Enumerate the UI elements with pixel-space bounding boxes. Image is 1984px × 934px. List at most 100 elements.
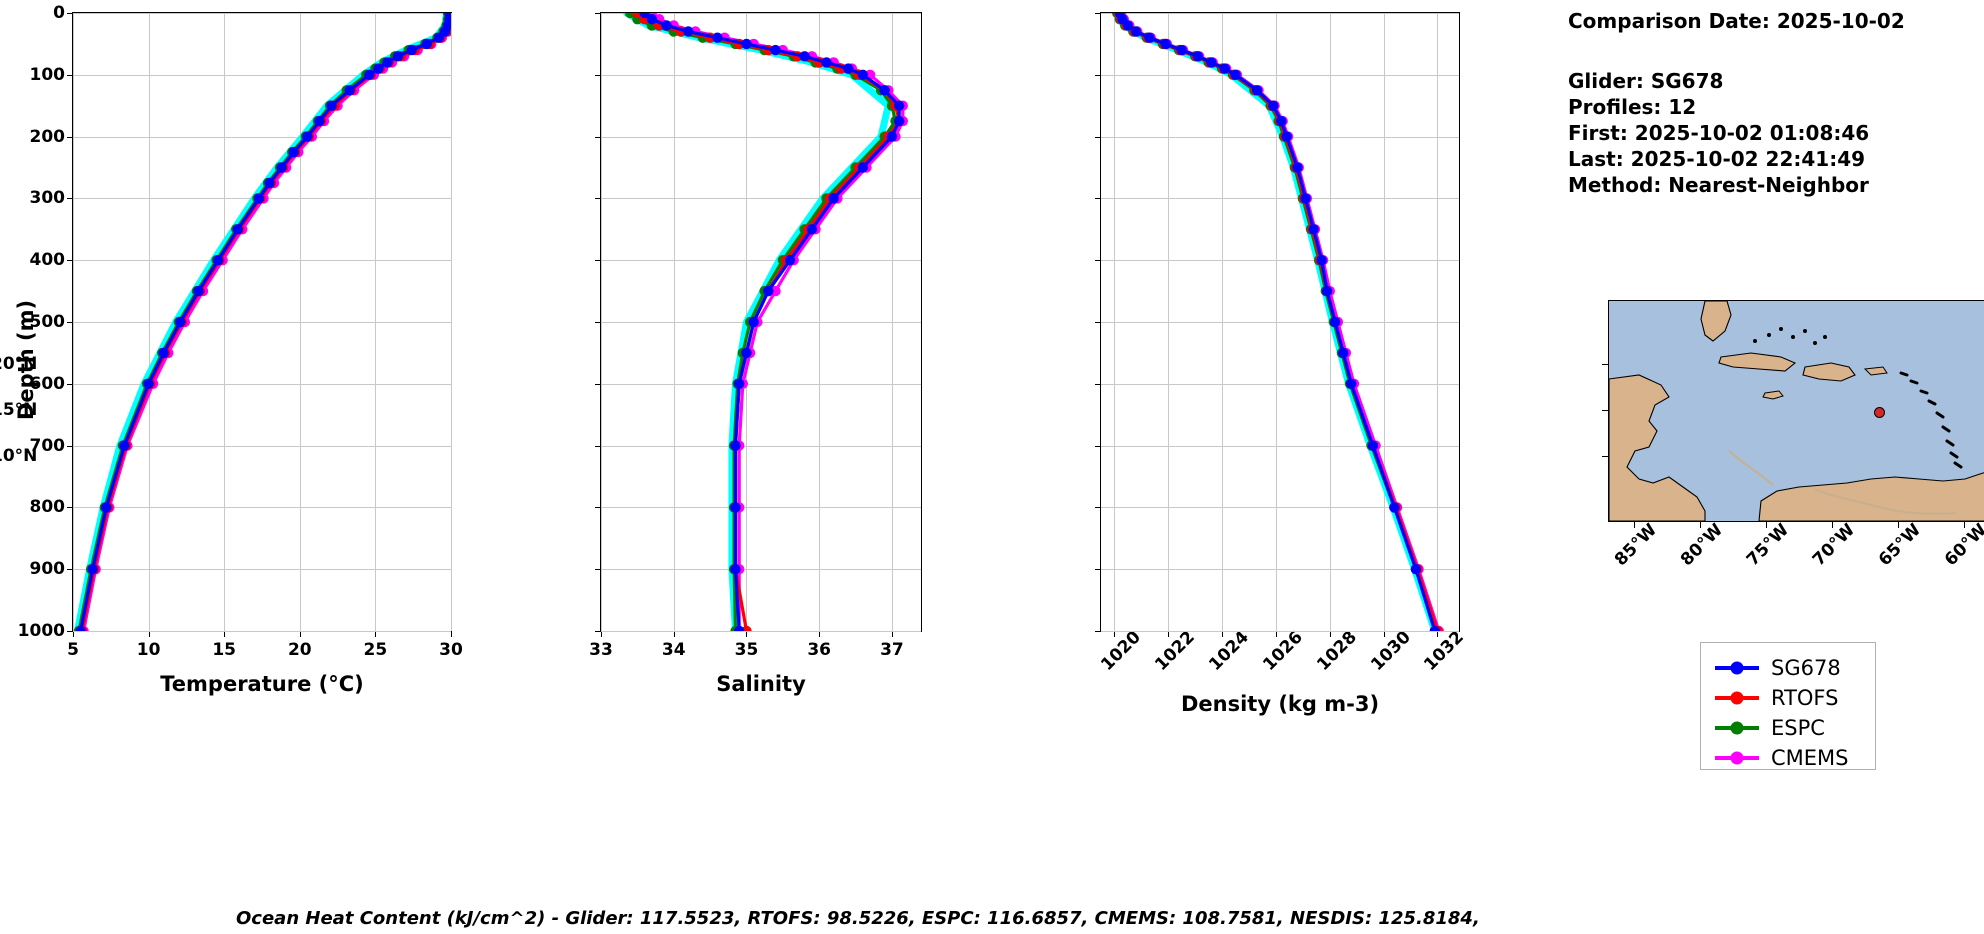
data-point — [1276, 115, 1287, 127]
map-svg — [1609, 301, 1984, 521]
data-point — [1251, 85, 1263, 96]
map-x-label: 65°W — [1874, 519, 1926, 571]
data-point — [1389, 502, 1400, 513]
x-tick — [1383, 631, 1385, 637]
data-point — [253, 193, 265, 204]
glider-location-marker — [1874, 407, 1885, 418]
y-tick — [67, 445, 73, 447]
gridline-horizontal — [601, 136, 921, 138]
x-tick — [673, 631, 675, 637]
legend-label-cmems: CMEMS — [1771, 746, 1849, 770]
legend-marker-rtofs — [1715, 691, 1759, 705]
map-y-tickmark — [1602, 456, 1608, 457]
map-y-tickmark — [1602, 410, 1608, 411]
data-point — [406, 44, 417, 56]
data-point — [1122, 20, 1134, 31]
data-point — [421, 38, 432, 50]
x-tick — [375, 631, 377, 637]
gridline-horizontal — [1101, 569, 1459, 571]
gridline-horizontal — [601, 445, 921, 447]
series-line-espc — [77, 13, 450, 631]
panel-temperature: Depth (m) 5 10 15 20 25 30 0 100 200 300 400 500 600… — [0, 0, 463, 900]
gridline-horizontal — [1101, 74, 1459, 76]
data-point — [770, 285, 781, 297]
legend-label-rtofs: RTOFS — [1771, 686, 1839, 710]
series-line-espc — [628, 13, 898, 631]
legend-item-cmems: CMEMS — [1715, 743, 1857, 773]
gridline-horizontal — [1101, 507, 1459, 509]
y-tick — [1095, 74, 1101, 76]
x-tick-label: 1026 — [1259, 627, 1307, 675]
series-line-rtofs — [80, 13, 451, 631]
x-tick-label: 37 — [880, 640, 904, 660]
x-tick — [148, 631, 150, 637]
gridline-horizontal — [73, 445, 451, 447]
y-tick — [67, 136, 73, 138]
y-tick — [67, 13, 73, 14]
x-tick-label: 1020 — [1097, 627, 1146, 675]
y-tick — [595, 136, 601, 138]
data-point — [119, 440, 130, 451]
x-tick-label: 15 — [212, 640, 237, 660]
data-point — [1160, 38, 1171, 50]
x-tick-label: 25 — [363, 640, 388, 660]
data-point — [1410, 564, 1422, 575]
gridline-horizontal — [1101, 322, 1459, 323]
y-tick — [67, 260, 73, 262]
data-point — [288, 146, 299, 158]
data-point — [1330, 316, 1341, 328]
data-point — [101, 502, 112, 513]
data-point — [1130, 26, 1142, 37]
gridline-horizontal — [1101, 383, 1459, 385]
y-tick — [595, 322, 601, 323]
data-point — [314, 115, 325, 127]
panel-density: 1020 1022 1024 1026 1028 1030 1032 Density (kg… — [1060, 0, 1500, 900]
series-line-rtofs — [635, 13, 901, 631]
x-tick-label: 1028 — [1313, 627, 1361, 675]
series-line-sg678 — [79, 13, 451, 631]
map-x-tickmark — [1700, 522, 1701, 528]
data-point — [784, 255, 796, 266]
y-tick-label: 700 — [29, 435, 66, 456]
data-point — [843, 63, 854, 74]
y-tick-label: 600 — [29, 373, 66, 394]
map-x-tickmark — [1634, 522, 1635, 528]
legend-marker-sg678 — [1715, 661, 1759, 675]
gridline-horizontal — [601, 569, 921, 571]
map-x-label: 85°W — [1610, 519, 1662, 571]
data-point — [1230, 69, 1241, 80]
data-point — [158, 347, 169, 359]
y-tick-label: 800 — [29, 497, 66, 518]
data-point — [382, 57, 393, 68]
y-tick — [67, 198, 73, 200]
legend-marker-cmems — [1715, 751, 1759, 765]
data-point — [741, 347, 752, 359]
last-profile-time: Last: 2025-10-02 22:41:49 — [1568, 147, 1866, 171]
gridline-horizontal — [73, 74, 451, 76]
y-tick — [595, 507, 601, 509]
data-point — [857, 162, 868, 173]
y-tick — [595, 569, 601, 571]
x-tick — [1222, 631, 1224, 637]
gridline-horizontal — [1101, 198, 1459, 200]
data-point — [1429, 625, 1440, 631]
data-point — [1367, 440, 1379, 451]
data-point — [1308, 224, 1319, 235]
data-point — [730, 564, 741, 575]
gridline-horizontal — [73, 322, 451, 323]
x-tick-label: 30 — [439, 640, 463, 660]
y-tick — [1095, 383, 1101, 385]
y-tick — [595, 13, 601, 14]
legend-label-sg678: SG678 — [1771, 656, 1841, 680]
data-point — [373, 63, 384, 74]
y-tick — [1095, 260, 1101, 262]
x-tick-label: 1022 — [1151, 627, 1200, 675]
y-tick-label: 400 — [29, 250, 66, 271]
data-point — [828, 193, 839, 204]
x-tick — [1275, 631, 1277, 637]
data-point — [857, 69, 868, 80]
y-tick — [67, 569, 73, 571]
data-point — [175, 316, 186, 328]
data-point — [344, 85, 355, 96]
x-tick — [451, 631, 452, 637]
